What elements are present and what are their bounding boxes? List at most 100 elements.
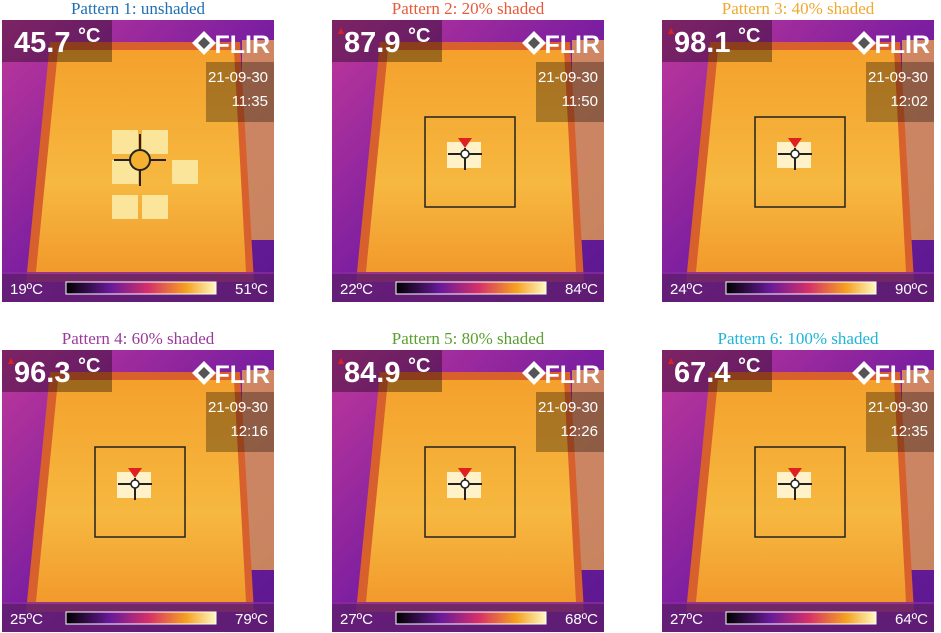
hot-cell [142, 130, 168, 154]
panel-title: Pattern 5: 80% shaded [391, 329, 545, 348]
scale-max: 90ºC [895, 281, 928, 298]
time: 12:35 [890, 423, 928, 440]
logo: FLIR [874, 361, 930, 389]
logo: FLIR [544, 361, 600, 389]
hot-cell [142, 195, 168, 219]
hot-marker [788, 468, 802, 478]
measure-box [94, 446, 186, 538]
alarm-marker [8, 358, 14, 364]
datetime-box [866, 62, 934, 122]
measure-box [424, 446, 516, 538]
reading-unit: °C [738, 25, 760, 47]
reading-box [2, 20, 112, 62]
panel-title: Pattern 2: 20% shaded [391, 0, 545, 18]
spot [460, 479, 470, 489]
scale-min: 25ºC [10, 611, 43, 628]
measure-box [424, 116, 516, 208]
hot-marker [458, 138, 472, 148]
datetime-box [536, 62, 604, 122]
scale-min: 27ºC [340, 611, 373, 628]
color-bar [725, 281, 877, 295]
panel-title: Pattern 3: 40% shaded [721, 0, 875, 18]
datetime-box [536, 392, 604, 452]
measure-box [754, 116, 846, 208]
thermal-image: 96.3 °C FLIR 21-09-30 12:16 25ºC 79ºC [2, 350, 274, 632]
time: 11:35 [232, 93, 268, 110]
panel-title: Pattern 1: unshaded [70, 0, 206, 18]
thermal-image: 45.7 °C FLIR 21-09-30 11:35 19ºC 51ºC [2, 20, 274, 302]
reading: 45.7 [14, 27, 70, 59]
spot [460, 149, 470, 159]
alarm-marker [668, 358, 674, 364]
logo: FLIR [874, 31, 930, 59]
scale-max: 51ºC [235, 281, 268, 298]
reading-unit: °C [408, 25, 430, 47]
time: 11:50 [562, 93, 598, 110]
reading: 96.3 [14, 357, 70, 389]
reading-box [332, 350, 442, 392]
panel-title: Pattern 6: 100% shaded [717, 329, 879, 348]
scale-min: 19ºC [10, 281, 43, 298]
reading-box [332, 20, 442, 62]
color-bar [395, 611, 547, 625]
scale-max: 79ºC [235, 611, 268, 628]
alarm-marker [668, 28, 674, 34]
reading-unit: °C [78, 355, 100, 377]
color-bar [725, 611, 877, 625]
reading: 87.9 [344, 27, 400, 59]
hot-marker [458, 468, 472, 478]
hot-marker [788, 138, 802, 148]
scale-min: 27ºC [670, 611, 703, 628]
date: 21-09-30 [208, 69, 268, 86]
color-bar [65, 611, 217, 625]
date: 21-09-30 [868, 399, 928, 416]
reading-unit: °C [78, 25, 100, 47]
panel-title: Pattern 4: 60% shaded [61, 329, 215, 348]
reading: 67.4 [674, 357, 730, 389]
thermal-image: 87.9 °C FLIR 21-09-30 11:50 22ºC 84ºC [332, 20, 604, 302]
alarm-marker [338, 28, 344, 34]
logo: FLIR [214, 361, 270, 389]
time: 12:26 [560, 423, 598, 440]
reading-unit: °C [408, 355, 430, 377]
alarm-marker [338, 358, 344, 364]
scale-max: 68ºC [565, 611, 598, 628]
date: 21-09-30 [208, 399, 268, 416]
logo-icon-inner [528, 37, 540, 49]
hot-cell [112, 195, 138, 219]
reading-box [662, 20, 772, 62]
thermal-image: 67.4 °C FLIR 21-09-30 12:35 27ºC 64ºC [662, 350, 934, 632]
time: 12:02 [890, 93, 928, 110]
date: 21-09-30 [868, 69, 928, 86]
scale-min: 24ºC [670, 281, 703, 298]
color-bar [65, 281, 217, 295]
spot [130, 479, 140, 489]
spot [790, 149, 800, 159]
logo: FLIR [214, 31, 270, 59]
datetime-box [866, 392, 934, 452]
datetime-box [206, 62, 274, 122]
time: 12:16 [230, 423, 268, 440]
reading-box [662, 350, 772, 392]
color-bar [395, 281, 547, 295]
reading: 84.9 [344, 357, 400, 389]
logo-icon-inner [528, 367, 540, 379]
scale-min: 22ºC [340, 281, 373, 298]
date: 21-09-30 [538, 69, 598, 86]
logo-icon-inner [858, 367, 870, 379]
spot [790, 479, 800, 489]
logo-icon-inner [198, 37, 210, 49]
reading-box [2, 350, 112, 392]
hot-cell [112, 130, 138, 154]
thermal-image: 84.9 °C FLIR 21-09-30 12:26 27ºC 68ºC [332, 350, 604, 632]
measure-box [754, 446, 846, 538]
thermal-image: 98.1 °C FLIR 21-09-30 12:02 24ºC 90ºC [662, 20, 934, 302]
hot-cell [172, 160, 198, 184]
datetime-box [206, 392, 274, 452]
hot-marker [128, 468, 142, 478]
logo: FLIR [544, 31, 600, 59]
scale-max: 84ºC [565, 281, 598, 298]
date: 21-09-30 [538, 399, 598, 416]
logo-icon-inner [198, 367, 210, 379]
